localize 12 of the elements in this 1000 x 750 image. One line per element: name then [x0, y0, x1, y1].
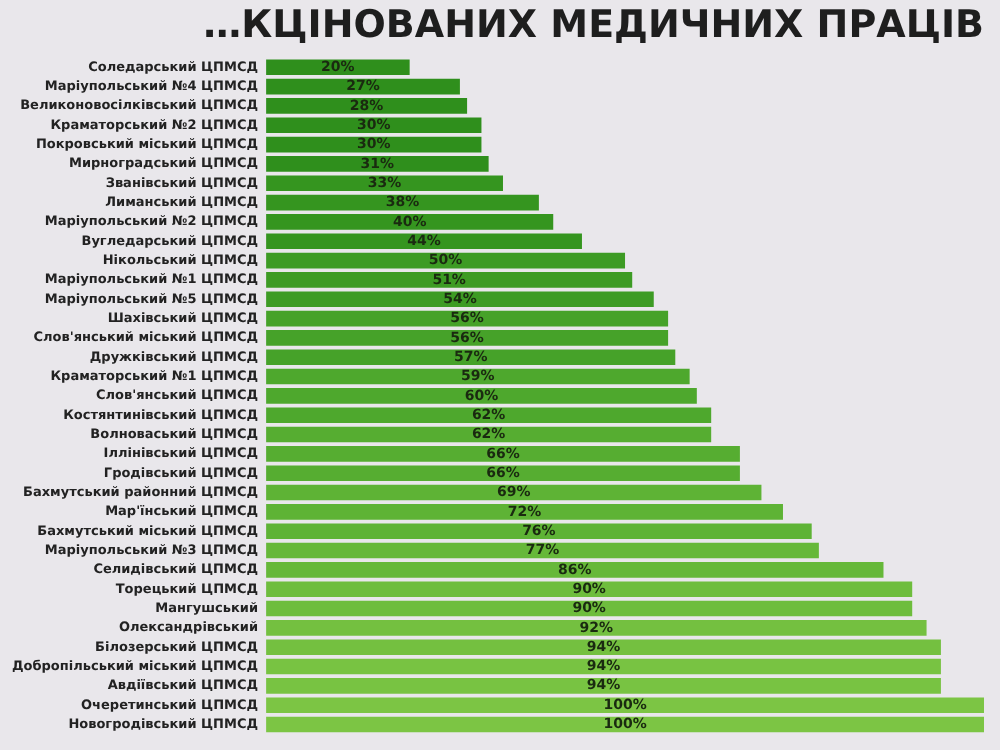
bar — [266, 658, 941, 675]
bar — [266, 194, 539, 211]
bar — [266, 310, 669, 327]
chart-title: …КЦІНОВАНИХ МЕДИЧНИХ ПРАЦІВ — [203, 2, 984, 47]
bar — [266, 716, 984, 733]
bar — [266, 252, 626, 269]
bar — [266, 542, 819, 559]
bar — [266, 600, 913, 617]
bar — [266, 59, 410, 76]
bar — [266, 426, 712, 443]
bar — [266, 484, 762, 501]
bar — [266, 368, 690, 385]
